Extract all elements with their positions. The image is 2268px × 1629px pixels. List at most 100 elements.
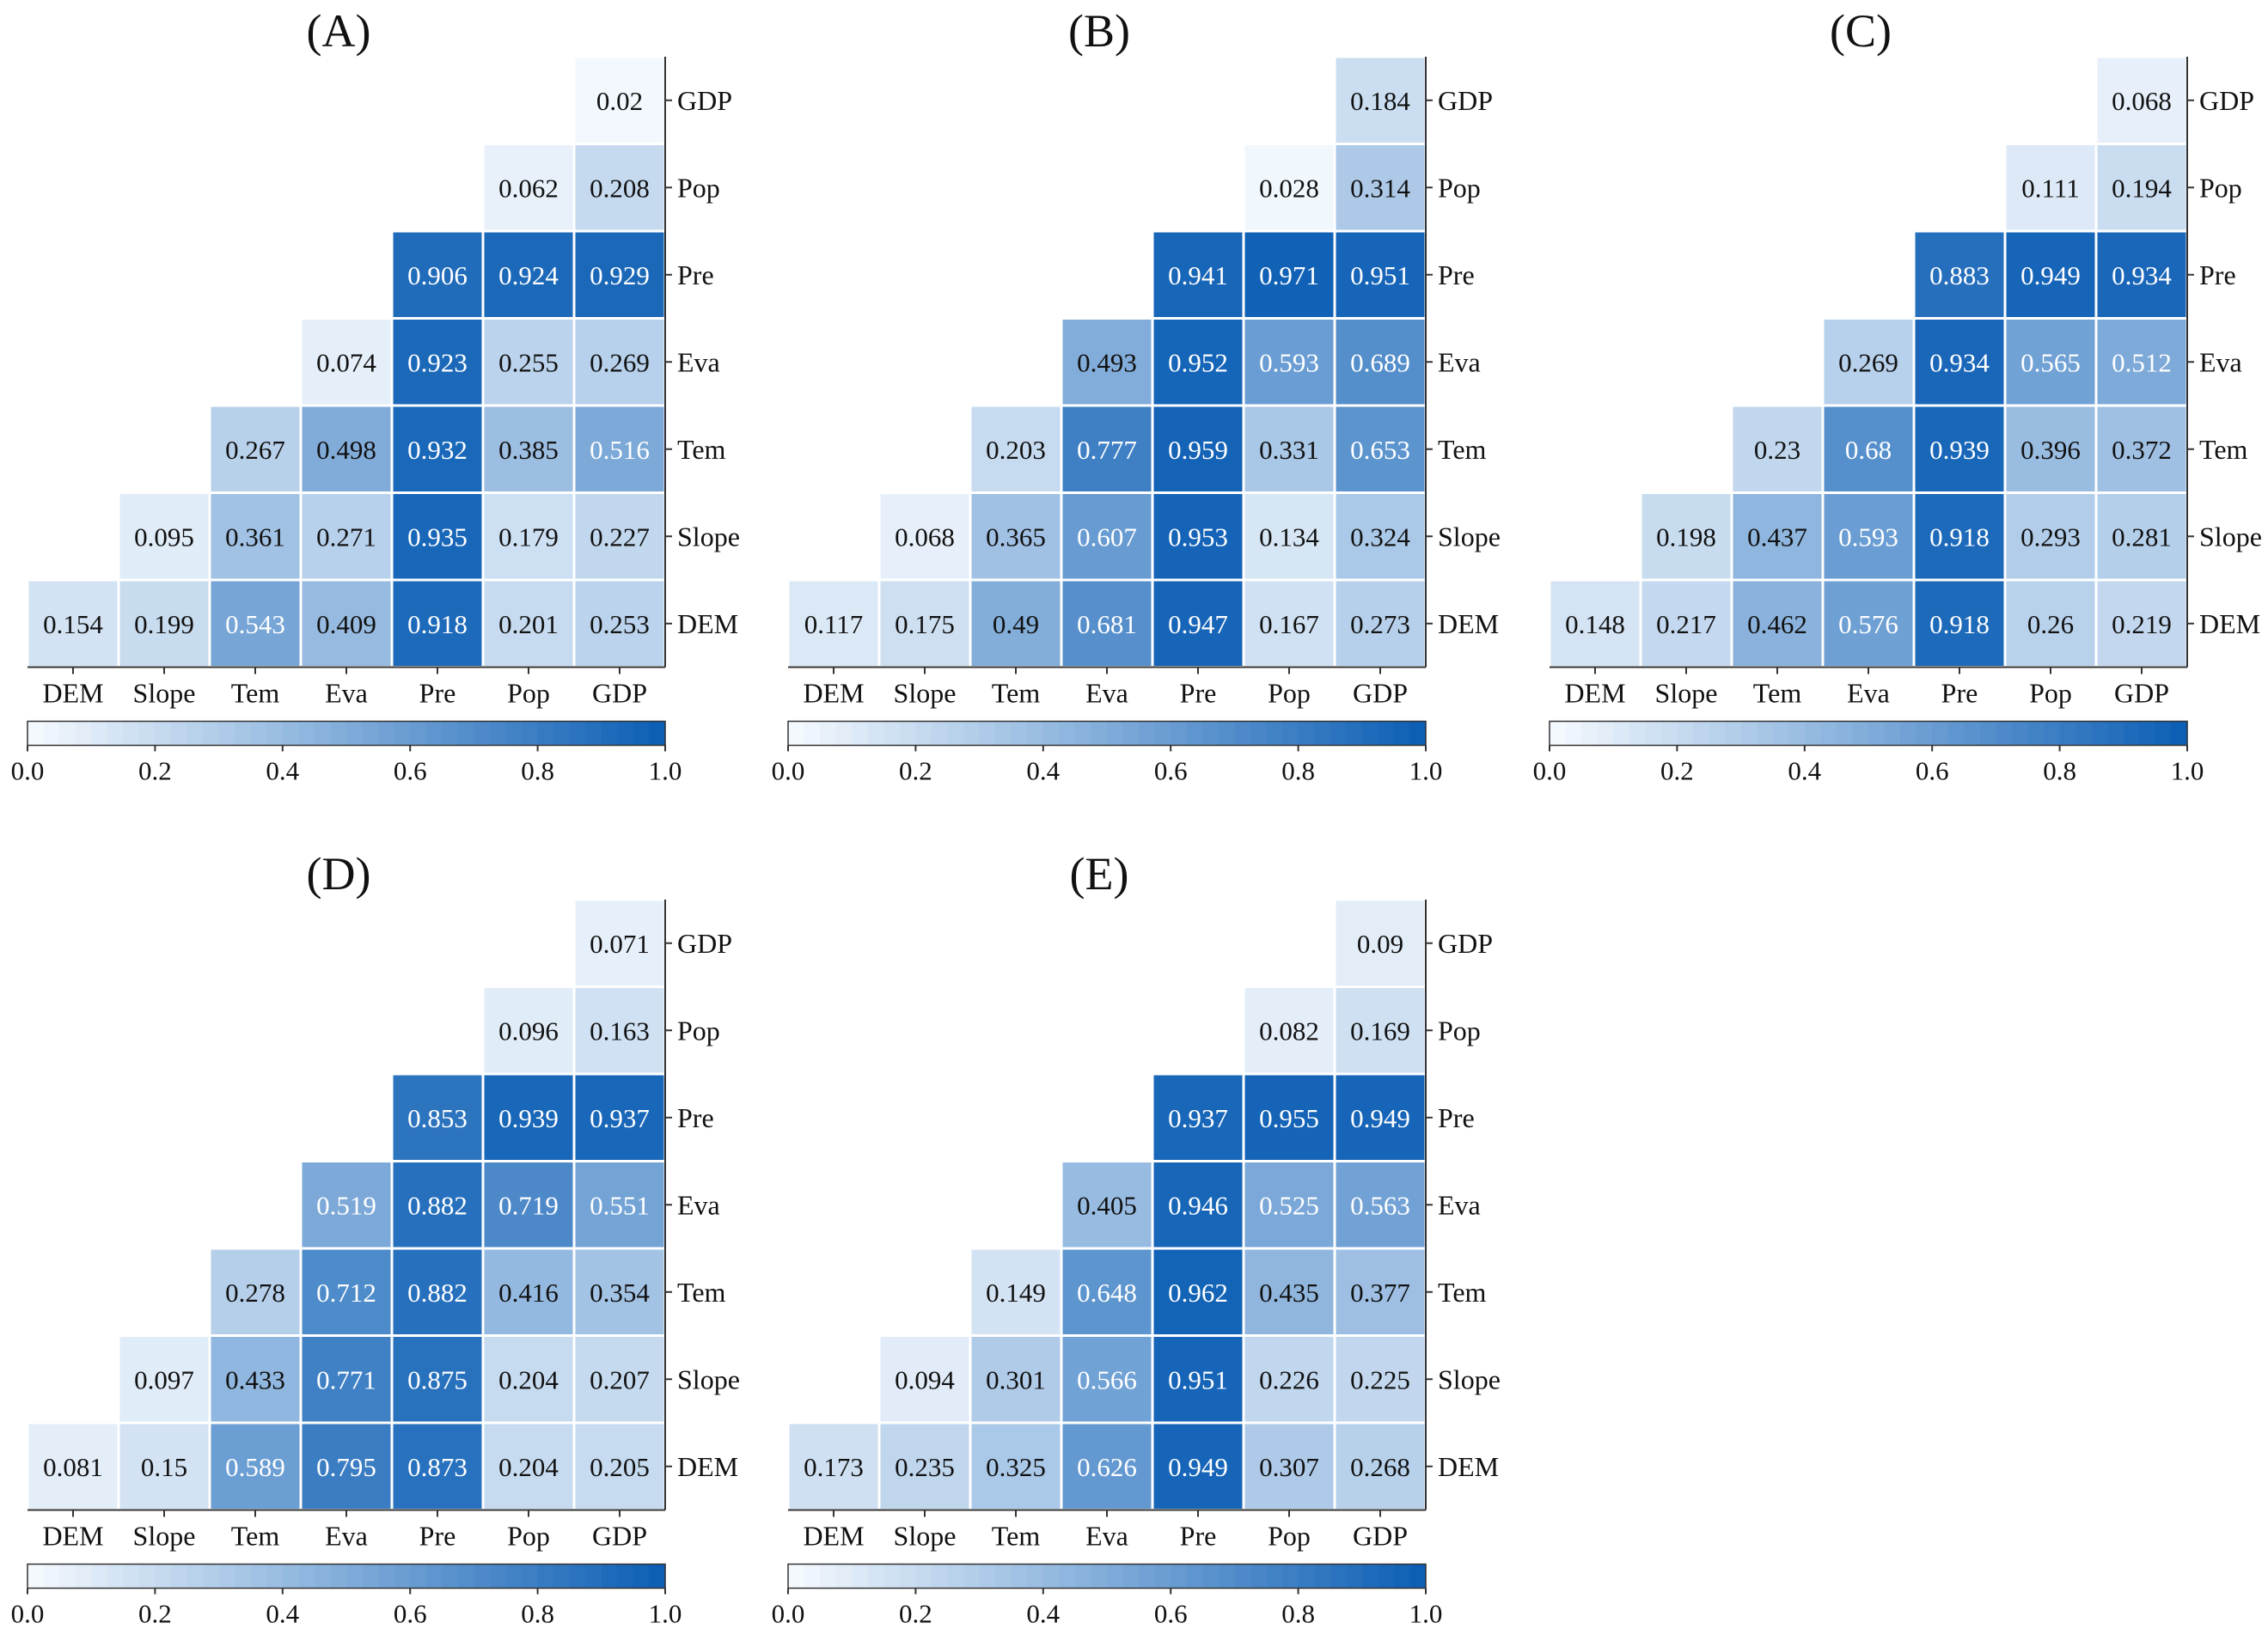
cell-value-label: 0.49: [993, 609, 1039, 639]
colorbar-tick-label: 0.4: [1026, 1599, 1060, 1629]
colorbar-segment: [250, 1564, 267, 1589]
cell-value-label: 0.201: [498, 609, 559, 639]
colorbar-segment: [1298, 721, 1315, 746]
colorbar-segment: [1725, 721, 1742, 746]
colorbar-segment: [1282, 721, 1299, 746]
y-tick-label: DEM: [677, 1451, 738, 1482]
colorbar-segment: [1820, 721, 1837, 746]
heatmap-cell: [969, 404, 1063, 494]
cell-value-label: 0.681: [1077, 609, 1137, 639]
colorbar-segment: [123, 1564, 140, 1589]
colorbar-segment: [1282, 1564, 1299, 1589]
colorbar-segment: [2091, 721, 2108, 746]
colorbar-segment: [1757, 721, 1774, 746]
colorbar-segment: [1346, 1564, 1363, 1589]
cell-value-label: 0.082: [1259, 1016, 1319, 1046]
heatmap-cell: [572, 1247, 667, 1337]
cell-value-label: 0.385: [498, 435, 559, 465]
colorbar-segment: [1361, 721, 1379, 746]
heatmap-panel: (A) 0.02 0.062 0.208 0.906 0.924 0.929 0.074 0.9…: [11, 5, 740, 786]
colorbar-segment: [899, 721, 916, 746]
heatmap-cell: [572, 317, 667, 407]
colorbar-segment: [522, 1564, 539, 1589]
colorbar-segment: [788, 721, 805, 746]
cell-value-label: 0.937: [590, 1103, 650, 1133]
colorbar-segment: [1629, 721, 1646, 746]
y-tick-label: GDP: [677, 85, 732, 116]
heatmap-cell: [572, 1160, 667, 1250]
heatmap-cell: [1151, 229, 1245, 320]
heatmap-cell: [2003, 143, 2098, 233]
y-tick-label: GDP: [1438, 928, 1493, 959]
colorbar-segment: [1234, 721, 1251, 746]
colorbar-segment: [1154, 1564, 1171, 1589]
colorbar-segment: [915, 721, 932, 746]
colorbar-segment: [963, 721, 981, 746]
cell-value-label: 0.173: [804, 1452, 864, 1482]
colorbar-segment: [2059, 721, 2076, 746]
colorbar-segment: [883, 721, 901, 746]
colorbar-segment: [1314, 721, 1331, 746]
cell-value-label: 0.074: [316, 347, 376, 377]
heatmap-cell: [1821, 404, 1916, 494]
cell-value-label: 0.301: [986, 1364, 1046, 1394]
heatmap-cell: [1912, 491, 2007, 582]
cell-value-label: 0.932: [407, 435, 468, 465]
cell-value-label: 0.689: [1350, 347, 1410, 377]
heatmap-cell: [1333, 491, 1427, 582]
cell-value-label: 0.551: [590, 1190, 650, 1220]
cell-value-label: 0.163: [590, 1016, 650, 1046]
cell-value-label: 0.543: [225, 609, 285, 639]
x-tick-label: Tem: [231, 678, 280, 709]
cell-value-label: 0.949: [1350, 1103, 1410, 1133]
colorbar-segment: [410, 1564, 427, 1589]
heatmap-cell: [481, 143, 576, 233]
colorbar-segment: [601, 721, 618, 746]
cell-value-label: 0.462: [1747, 609, 1807, 639]
cell-value-label: 0.269: [1838, 347, 1898, 377]
cell-value-label: 0.167: [1259, 609, 1319, 639]
y-tick-label: Pre: [677, 259, 714, 290]
colorbar-segment: [1330, 721, 1347, 746]
colorbar-segment: [867, 721, 884, 746]
colorbar-segment: [282, 1564, 299, 1589]
colorbar-tick-label: 0.4: [1788, 756, 1821, 786]
cell-value-label: 0.777: [1077, 435, 1137, 465]
cell-value-label: 0.235: [895, 1452, 955, 1482]
heatmap-cell: [481, 985, 576, 1076]
colorbar-segment: [1916, 721, 1933, 746]
cell-value-label: 0.68: [1845, 435, 1892, 465]
colorbar-segment: [170, 1564, 188, 1589]
colorbar-frame: [787, 720, 1427, 747]
colorbar-segment: [457, 1564, 474, 1589]
colorbar-segment: [442, 1564, 459, 1589]
x-tick-label: Eva: [325, 1521, 368, 1552]
y-tick-label: Pop: [1438, 1015, 1481, 1046]
y-tick-label: Pop: [677, 1015, 720, 1046]
colorbar-segment: [979, 721, 996, 746]
y-tick-label: Slope: [677, 521, 740, 552]
colorbar-segment: [1139, 1564, 1156, 1589]
colorbar-segment: [442, 721, 459, 746]
x-tick-label: Tem: [992, 678, 1041, 709]
heatmap-cell: [1242, 1421, 1336, 1511]
cell-value-label: 0.169: [1350, 1016, 1410, 1046]
colorbar-segment: [1059, 1564, 1076, 1589]
heatmap-cell: [1333, 229, 1427, 320]
cell-value-label: 0.576: [1838, 609, 1898, 639]
y-tick-label: Pop: [677, 172, 720, 203]
colorbar-segment: [1409, 721, 1427, 746]
heatmap-cell: [1821, 578, 1916, 668]
x-tick-label: Pop: [2029, 678, 2072, 709]
cell-value-label: 0.951: [1350, 260, 1410, 290]
panel-title-d: (D): [307, 848, 371, 900]
colorbar-tick-label: 0.0: [11, 1599, 45, 1629]
colorbar-segment: [1250, 1564, 1268, 1589]
colorbar-segment: [1074, 721, 1092, 746]
y-tick-label: Slope: [2199, 521, 2262, 552]
colorbar-segment: [1645, 721, 1662, 746]
y-tick-label: Tem: [1438, 434, 1487, 465]
colorbar-segment: [107, 721, 124, 746]
colorbar-segment: [537, 1564, 554, 1589]
heatmap-panel: (B) 0.184 0.028 0.314 0.941 0.971 0.951 0.493 0.…: [772, 5, 1501, 786]
